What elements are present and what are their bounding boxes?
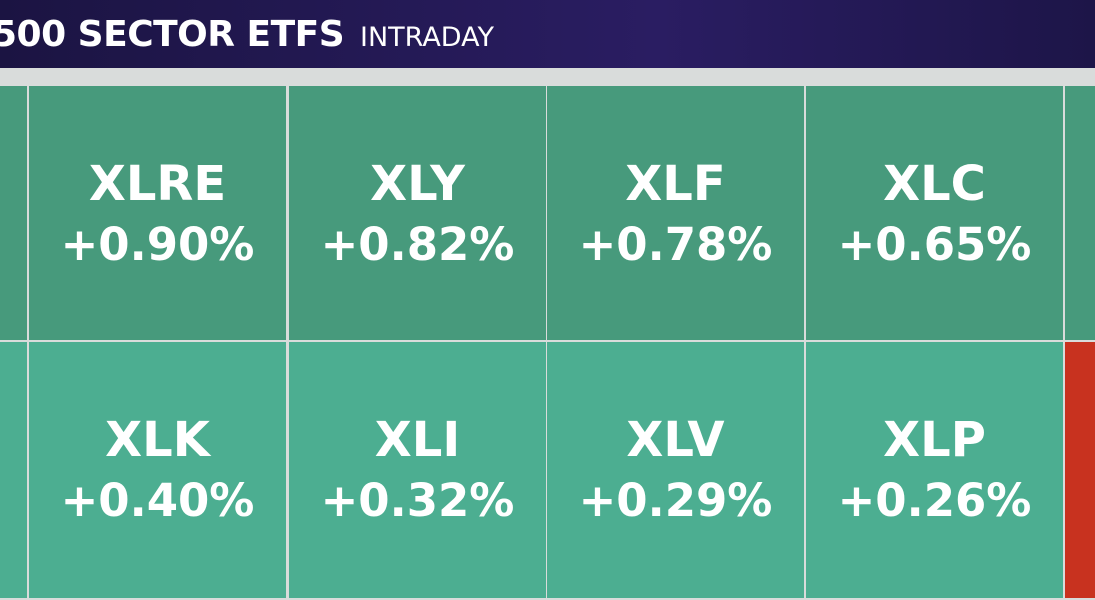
change: +0.29% <box>578 474 773 527</box>
sector-tile: XLY +0.82% <box>289 86 546 340</box>
sector-tile: XLF +0.78% <box>547 86 804 340</box>
change: +0.82% <box>320 218 515 271</box>
subtitle: INTRADAY <box>360 22 494 53</box>
change: +0.26% <box>837 474 1032 527</box>
ticker: XLC <box>883 156 986 212</box>
partial-tile <box>0 86 27 340</box>
change: +0.40% <box>60 474 255 527</box>
ticker: XLRE <box>88 156 227 212</box>
ticker: XLV <box>626 412 725 468</box>
partial-tile <box>1065 342 1095 598</box>
header-bar: 500 SECTOR ETFS INTRADAY <box>0 0 1095 68</box>
title: 500 SECTOR ETFS <box>0 14 345 55</box>
change: +0.65% <box>837 218 1032 271</box>
ticker: XLP <box>883 412 986 468</box>
change: +0.90% <box>60 218 255 271</box>
sector-tile: XLI +0.32% <box>289 342 546 598</box>
partial-tile <box>0 342 27 598</box>
ticker: XLI <box>374 412 461 468</box>
partial-tile <box>1065 86 1095 340</box>
sector-tile: XLC +0.65% <box>806 86 1063 340</box>
change: +0.32% <box>320 474 515 527</box>
sector-tile: XLP +0.26% <box>806 342 1063 598</box>
ticker: XLF <box>625 156 726 212</box>
sector-tile: XLRE +0.90% <box>29 86 286 340</box>
ticker: XLY <box>370 156 465 212</box>
sector-tile: XLK +0.40% <box>29 342 286 598</box>
sector-tile: XLV +0.29% <box>547 342 804 598</box>
ticker: XLK <box>105 412 210 468</box>
change: +0.78% <box>578 218 773 271</box>
